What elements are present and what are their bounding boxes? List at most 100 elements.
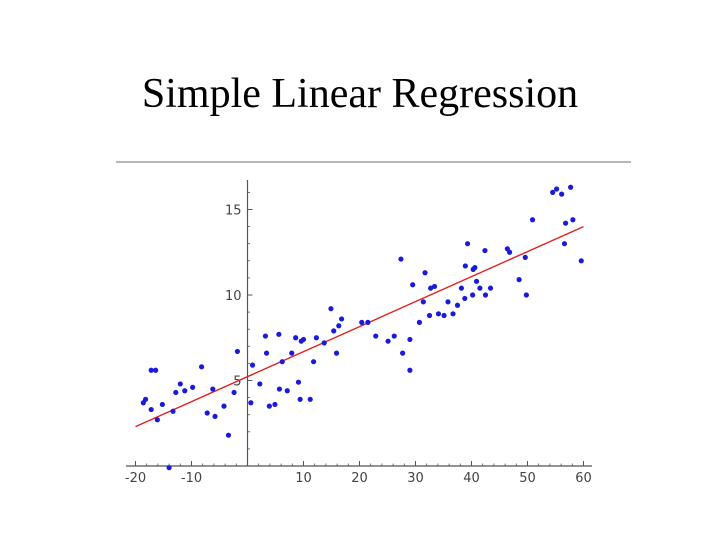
- divider-line: [116, 161, 631, 163]
- data-point: [140, 400, 146, 406]
- data-point: [284, 388, 290, 394]
- data-point: [578, 258, 584, 264]
- data-point: [441, 312, 447, 319]
- data-point: [522, 254, 528, 260]
- data-point: [570, 217, 576, 223]
- x-tick-label: 50: [519, 471, 536, 486]
- data-point: [204, 410, 210, 416]
- data-point: [221, 403, 227, 409]
- data-point: [568, 184, 574, 190]
- data-point: [477, 285, 483, 291]
- data-point: [295, 379, 302, 385]
- data-point: [272, 401, 278, 408]
- data-point: [293, 335, 299, 341]
- data-point: [276, 331, 282, 337]
- data-point: [166, 465, 172, 471]
- data-point: [365, 319, 371, 325]
- data-point: [550, 189, 556, 195]
- data-point: [559, 191, 565, 197]
- x-tick-label: 20: [351, 471, 368, 486]
- data-point: [182, 388, 188, 394]
- data-point: [289, 350, 295, 356]
- data-point: [266, 403, 272, 409]
- data-point: [170, 408, 176, 414]
- data-points-layer: [140, 184, 584, 471]
- data-point: [328, 306, 334, 312]
- x-tick-label: 60: [575, 471, 592, 486]
- data-point: [391, 333, 397, 339]
- data-point: [554, 186, 560, 192]
- data-point: [529, 217, 536, 223]
- axes: -20 -10 10 20 30 40 50 60 5 10 15: [125, 180, 592, 486]
- data-point: [435, 311, 442, 317]
- data-point: [148, 367, 154, 373]
- data-point: [231, 389, 237, 396]
- data-point: [445, 299, 451, 305]
- data-point: [263, 350, 270, 356]
- data-point: [333, 350, 340, 356]
- data-point: [407, 336, 413, 343]
- x-tick-label: -20: [125, 471, 146, 486]
- data-point: [482, 247, 488, 254]
- x-tick-label: 10: [295, 471, 312, 486]
- data-point: [154, 417, 160, 423]
- data-point: [562, 220, 569, 226]
- data-point: [159, 401, 165, 408]
- data-point: [321, 340, 327, 346]
- x-tick-label: -10: [181, 471, 202, 486]
- data-point: [336, 323, 342, 329]
- data-point: [310, 359, 317, 365]
- data-point: [210, 386, 216, 392]
- data-point: [487, 285, 494, 291]
- data-point: [373, 333, 379, 339]
- data-point: [422, 270, 428, 276]
- x-tick-label: 30: [407, 471, 424, 486]
- data-point: [431, 283, 438, 290]
- data-point: [262, 333, 269, 339]
- data-point: [225, 432, 232, 438]
- data-point: [462, 295, 468, 302]
- data-point: [234, 348, 241, 355]
- regression-line: [135, 225, 584, 428]
- regression-line-layer: [135, 225, 584, 428]
- data-point: [385, 338, 391, 344]
- data-point: [148, 406, 154, 413]
- data-point: [153, 367, 159, 373]
- data-point: [297, 396, 303, 402]
- data-point: [561, 241, 568, 247]
- data-point: [359, 319, 365, 325]
- x-tick-label: 40: [463, 471, 480, 486]
- data-point: [173, 389, 179, 396]
- data-point: [516, 277, 522, 283]
- data-point: [473, 278, 480, 284]
- data-point: [458, 285, 465, 291]
- data-point: [450, 311, 456, 317]
- data-point: [331, 328, 337, 334]
- y-tick-label: 5: [233, 375, 241, 390]
- data-point: [462, 263, 468, 269]
- data-point: [523, 292, 529, 298]
- data-point: [464, 241, 471, 247]
- y-tick-label: 10: [225, 289, 242, 304]
- data-point: [198, 364, 205, 370]
- data-point: [398, 256, 404, 262]
- data-point: [428, 285, 434, 291]
- data-point: [407, 367, 413, 373]
- data-point: [313, 335, 319, 341]
- data-point: [212, 413, 218, 420]
- data-point: [190, 384, 196, 390]
- data-point: [177, 381, 183, 387]
- data-point: [249, 362, 256, 368]
- data-point: [338, 316, 345, 322]
- data-point: [454, 302, 461, 308]
- data-point: [504, 246, 510, 252]
- data-point: [426, 312, 433, 319]
- data-point: [300, 336, 307, 343]
- data-point: [416, 319, 423, 325]
- y-tick-label: 15: [225, 204, 242, 219]
- data-point: [279, 359, 285, 365]
- slide-title: Simple Linear Regression: [141, 71, 579, 117]
- data-point: [257, 381, 263, 387]
- data-point: [410, 282, 416, 288]
